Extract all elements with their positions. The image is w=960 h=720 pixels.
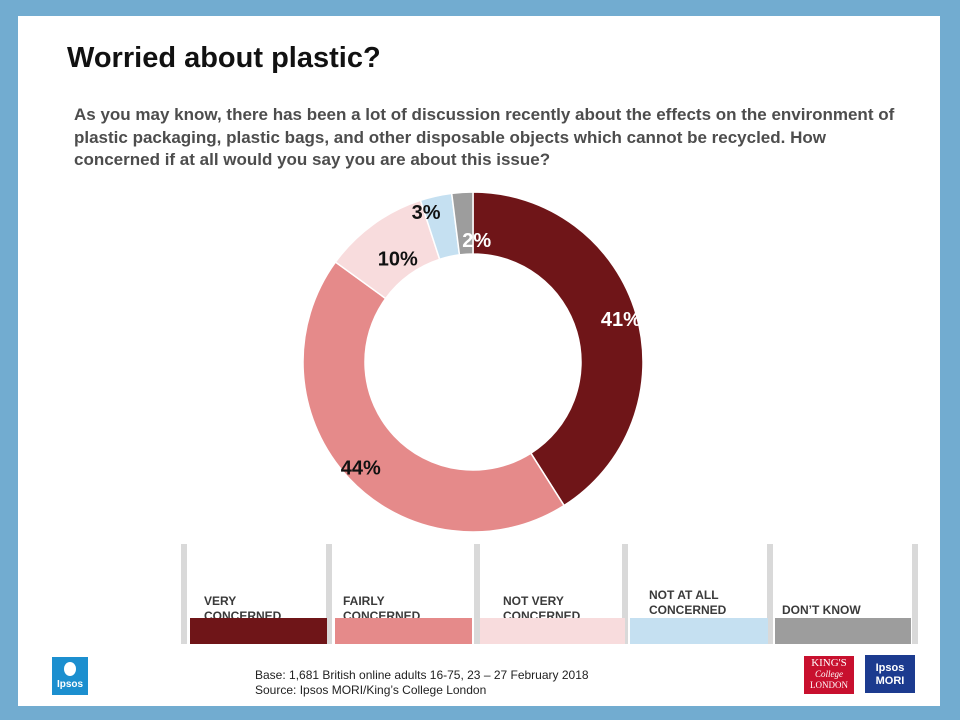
legend-label-dont-know: DON’T KNOW bbox=[782, 603, 861, 617]
ipsos-logo-text: Ipsos bbox=[56, 679, 84, 690]
legend-divider bbox=[474, 544, 480, 644]
donut-slice-don-t-know bbox=[450, 191, 474, 256]
legend-item-not-very-concerned: NOT VERY CONCERNED bbox=[477, 580, 625, 646]
data-label-fairly-concerned: 44% bbox=[341, 457, 381, 479]
kings-college-logo-text: KING'S College LONDON bbox=[810, 657, 848, 691]
footer-source-text: Source: Ipsos MORI/King’s College London bbox=[255, 683, 487, 697]
slide-title: Worried about plastic? bbox=[67, 42, 381, 74]
data-label-very-concerned: 41% bbox=[601, 309, 641, 331]
survey-question: As you may know, there has been a lot of… bbox=[74, 105, 895, 169]
donut-slices bbox=[302, 191, 644, 533]
legend-divider bbox=[767, 544, 773, 644]
ipsos-logo-badge: Ipsos bbox=[52, 657, 88, 695]
legend-divider bbox=[326, 544, 332, 644]
ipsos-logo-icon bbox=[64, 662, 76, 676]
legend-divider bbox=[912, 544, 918, 644]
footer-source: Base: 1,681 British online adults 16-75,… bbox=[255, 668, 589, 698]
ipsos-mori-logo-badge: Ipsos MORI bbox=[865, 655, 915, 693]
legend-swatch-very-concerned bbox=[190, 618, 327, 644]
legend-divider bbox=[181, 544, 187, 644]
legend-swatch-not-very-concerned bbox=[480, 618, 625, 644]
legend-item-fairly-concerned: FAIRLY CONCERNED bbox=[329, 580, 475, 646]
legend-swatch-fairly-concerned bbox=[335, 618, 472, 644]
donut-slice-fairly-concerned bbox=[302, 261, 566, 533]
legend-item-not-at-all-concerned: NOT AT ALL CONCERNED bbox=[625, 580, 771, 646]
footer-base-text: Base: 1,681 British online adults 16-75,… bbox=[255, 668, 589, 682]
data-label-not-very-concerned: 10% bbox=[378, 248, 418, 270]
ipsos-mori-logo-text: Ipsos MORI bbox=[875, 662, 905, 687]
ipsos-mori-wordmark: Ipsos MORI bbox=[101, 672, 195, 691]
legend-label-not-at-all-concerned: NOT AT ALL CONCERNED bbox=[649, 588, 727, 617]
legend-swatch-dont-know bbox=[775, 618, 911, 644]
data-label-not-at-all-concerned: 3% bbox=[412, 202, 441, 224]
donut-slice-very-concerned bbox=[472, 191, 644, 507]
data-label-don-t-know: 2% bbox=[462, 230, 491, 252]
kings-college-logo: KING'S College LONDON bbox=[803, 655, 855, 695]
donut-labels: 41% 44% 10% 3% 2% bbox=[341, 202, 641, 479]
legend-divider bbox=[622, 544, 628, 644]
legend-item-dont-know: DON’T KNOW bbox=[770, 580, 916, 646]
legend-swatch-not-at-all-concerned bbox=[630, 618, 768, 644]
legend-item-very-concerned: VERY CONCERNED bbox=[184, 580, 328, 646]
